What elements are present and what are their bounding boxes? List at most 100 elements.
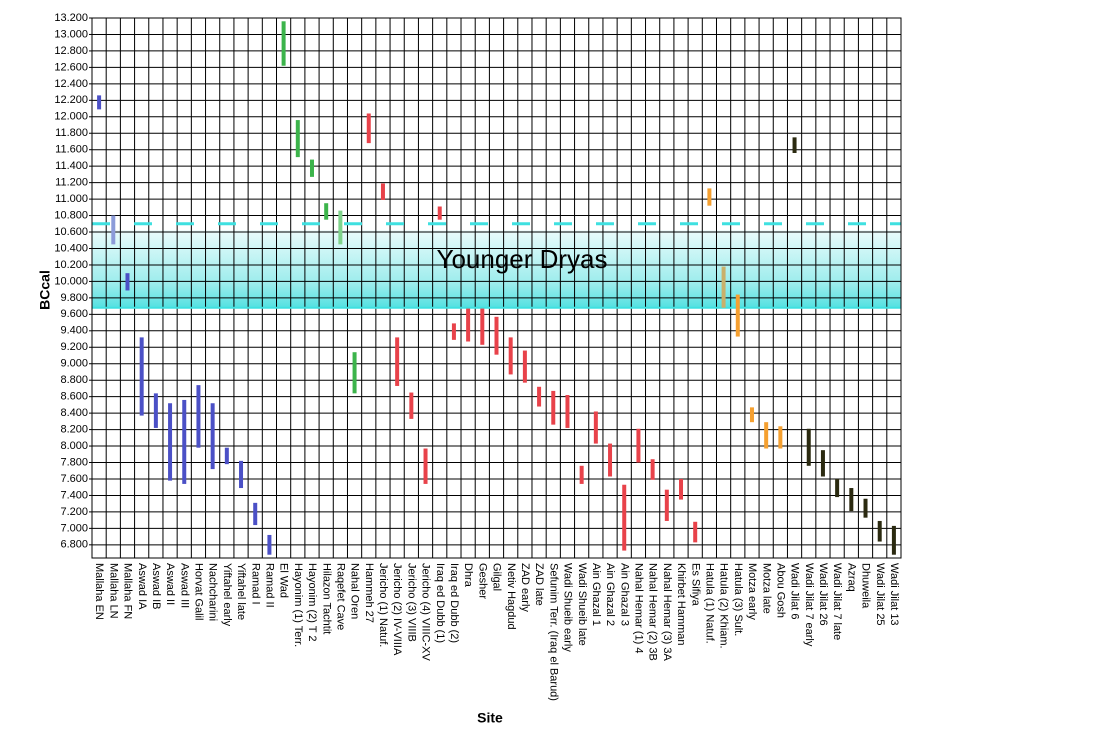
x-tick-label: Sefunim Terr. (Iraq el Barud) [547,563,559,701]
band [92,230,901,308]
range-bar [565,395,570,428]
range-bar [125,273,130,291]
x-tick-label: Wadi Jilat 7 early [803,563,815,647]
range-bar [196,385,201,448]
x-tick-label: Dhuweila [860,563,872,609]
range-bar [650,459,655,480]
x-tick-label: Jericho (1) Natuf. [377,563,389,647]
x-tick-label: Wadi Jilat 7 late [831,563,843,640]
y-tick-label: 7.200 [60,506,88,518]
y-axis-title: BCcal [37,270,53,310]
y-tick-label: 10.600 [54,226,88,238]
range-bar [622,484,627,551]
range-bar [863,498,868,518]
range-bar [380,183,385,200]
range-bar [153,393,158,428]
y-tick-label: 7.000 [60,522,88,534]
x-tick-label: Ramad II [264,563,276,608]
range-bar [239,460,244,489]
range-bar [778,426,783,449]
x-tick-label: Hayonim (2) T 2 [306,563,318,641]
x-tick-label: Gesher [476,563,488,599]
range-bar [522,350,527,383]
range-bar [423,448,428,484]
y-tick-label: 13.000 [54,28,88,40]
x-tick-label: Ain Ghazal 2 [604,563,616,626]
y-tick-label: 11.400 [55,160,88,172]
x-tick-label: Raqefet Cave [334,563,346,630]
y-tick-label: 9.600 [60,308,88,320]
range-bar [820,450,825,477]
range-bar [437,206,442,220]
range-bar [735,294,740,337]
range-bar [749,407,754,423]
range-bar [366,113,371,144]
x-tick-label: Hammeh 27 [363,563,375,623]
y-tick-label: 10.400 [54,242,88,254]
range-bar [679,478,684,500]
x-tick-label: Wadi Jilat 25 [874,563,886,626]
x-tick-label: Hatula (1) Natuf. [703,563,715,644]
x-tick-label: Aswad IB [150,563,162,609]
range-bar [253,502,258,526]
range-bar [295,120,300,158]
range-bar [891,525,896,555]
y-tick-label: 8.000 [60,440,88,452]
range-bar [466,308,471,342]
x-tick-label: Jericho (4) VIIIC-XV [420,563,432,661]
range-bar [338,210,343,245]
y-tick-label: 8.600 [60,391,88,403]
y-tick-label: 6.800 [60,539,88,551]
range-bar [664,489,669,521]
x-tick-label: Nahal Hemar (3) 3A [661,563,673,661]
x-axis-title: Site [477,710,503,726]
y-tick-label: 13.200 [54,12,88,24]
range-bar [267,534,272,555]
range-bar [352,352,357,394]
range-bar [409,392,414,419]
x-tick-label: Azraq [845,563,857,592]
x-tick-label: Wadi Jilat 26 [817,563,829,626]
x-tick-label: Nahal Hemar (1) 4 [633,563,645,653]
x-tick-label: Wadi Shueib early [562,563,574,652]
y-tick-label: 12.800 [54,45,88,57]
y-tick-label: 7.400 [60,489,88,501]
x-tick-label: Hatula (3) Sult. [732,563,744,636]
x-tick-label: Nahal Hemar (2) 3B [647,563,659,661]
x-tick-label: Motza late [760,563,772,614]
x-tick-label: Mallaha FN [122,563,134,619]
x-tick-label: Aswad II [164,563,176,605]
range-bar [551,390,556,425]
range-bar [508,337,513,375]
x-tick-label: Wadi Shueib late [576,563,588,646]
x-tick-label: Hatula (2) Khiam. [718,563,730,649]
range-bar [835,478,840,498]
range-bar [579,465,584,484]
x-tick-label: Gilgal [491,563,503,591]
range-bar [608,443,613,477]
x-tick-label: Aswad IA [136,563,148,610]
range-bar [210,403,215,470]
range-bar [309,159,314,177]
range-bar [593,411,598,444]
range-bar [764,422,769,449]
y-tick-label: 12.600 [54,61,88,73]
range-bar [182,399,187,484]
x-tick-label: ZAD early [519,563,531,612]
range-bar [877,520,882,542]
y-tick-label: 11.000 [55,193,88,205]
x-tick-label: Dhra [462,563,474,588]
range-bar [792,137,797,153]
y-tick-label: 12.000 [54,111,88,123]
x-tick-label: Netiv Hagdud [505,563,517,630]
range-bar [806,428,811,466]
x-tick-label: Nachcharini [207,563,219,621]
x-tick-label: Ain Ghazal 3 [618,563,630,626]
range-bar [636,428,641,463]
range-bar [395,337,400,386]
range-bar [480,308,485,345]
range-bar [849,488,854,512]
y-tick-label: 7.800 [60,456,88,468]
range-bar [97,95,102,110]
x-tick-label: Yiftahel early [221,563,233,627]
